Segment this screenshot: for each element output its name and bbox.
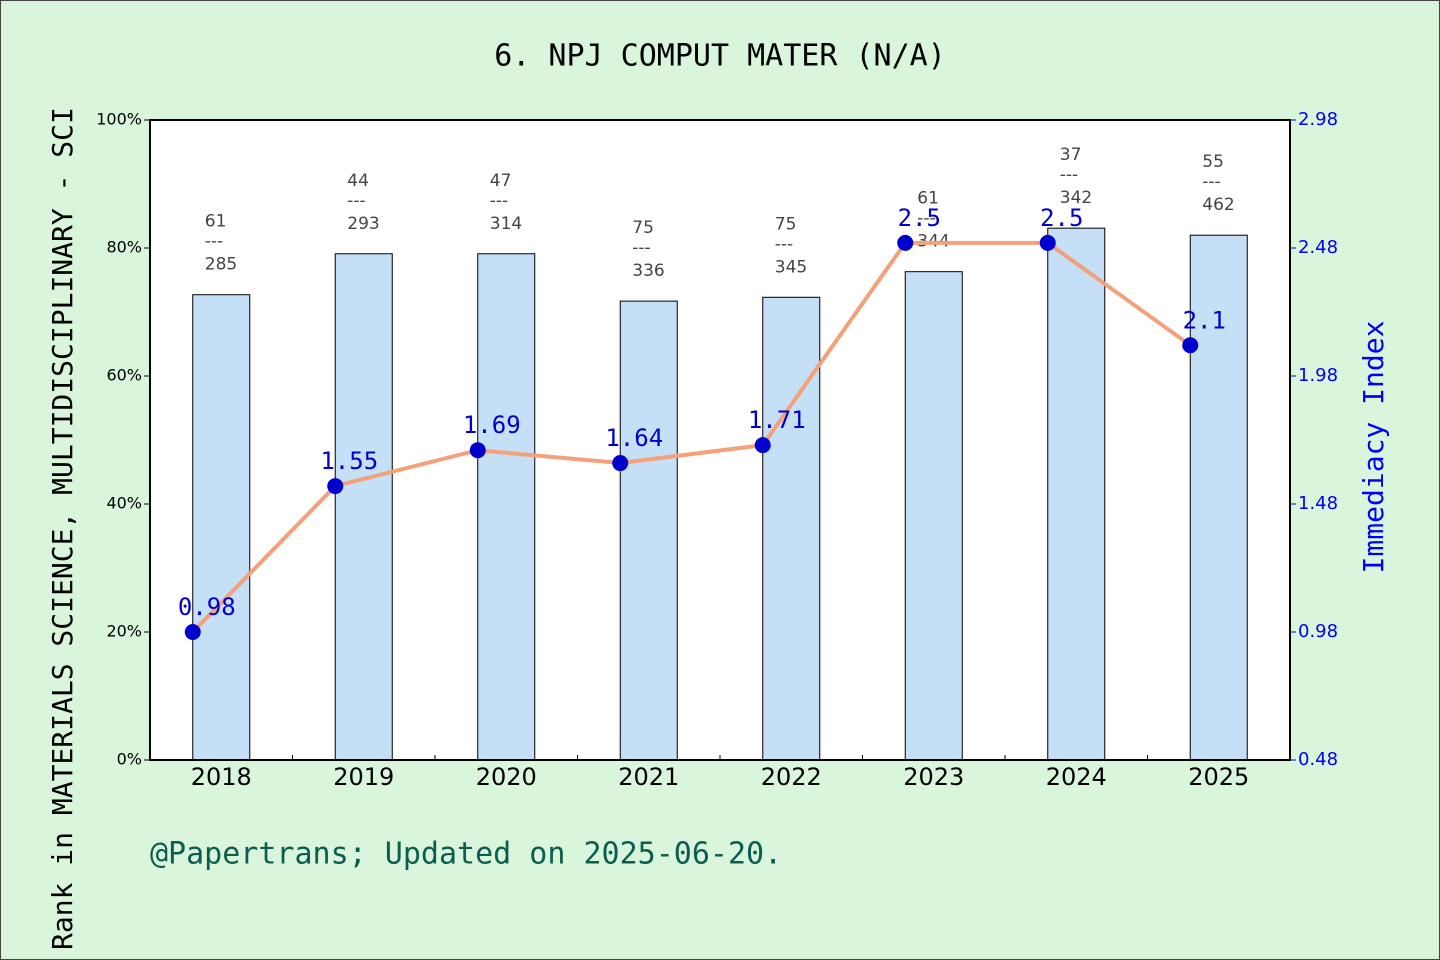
plot-frame <box>149 119 1291 761</box>
value-label: 1.71 <box>748 406 806 434</box>
total-label: 293 <box>347 214 379 234</box>
total-label: 314 <box>490 214 522 234</box>
plot-area <box>150 120 1290 760</box>
line <box>191 240 1192 634</box>
separator: --- <box>917 209 935 229</box>
bar <box>619 300 678 761</box>
line-marker <box>1182 337 1199 354</box>
value-label: 2.5 <box>1040 204 1083 232</box>
x-tick-label: 2021 <box>618 763 679 791</box>
line-marker <box>469 442 486 459</box>
y2-tick-label: 1.48 <box>1298 493 1338 514</box>
bar <box>1047 227 1106 761</box>
line-marker <box>754 437 771 454</box>
y-tick-label: 40% <box>106 494 142 513</box>
bar <box>1189 234 1248 761</box>
rank-label: 75 <box>775 214 797 234</box>
y2-tick-label: 0.98 <box>1298 621 1338 642</box>
rank-label: 61 <box>205 212 227 232</box>
line-marker <box>1039 234 1056 251</box>
bar <box>334 253 393 761</box>
x-tick-label: 2018 <box>191 763 252 791</box>
y-axis-label: Rank in MATERIALS SCIENCE, MULTIDISCIPLI… <box>46 107 79 950</box>
value-label: 1.64 <box>605 424 663 452</box>
y2-tick-label: 1.98 <box>1298 365 1338 386</box>
separator: --- <box>775 234 793 254</box>
rank-label: 61 <box>917 189 939 209</box>
total-label: 462 <box>1202 195 1234 215</box>
line-marker <box>184 624 201 640</box>
value-label: 2.5 <box>898 204 941 232</box>
total-label: 345 <box>775 257 807 277</box>
separator: --- <box>205 232 223 252</box>
y2-axis-label: Immediacy Index <box>1357 321 1390 574</box>
total-label: 285 <box>205 255 237 275</box>
separator: --- <box>490 191 508 211</box>
footer: @Papertrans; Updated on 2025-06-20. <box>150 837 782 872</box>
y-tick-label: 60% <box>106 366 142 385</box>
chart-title: 6. NPJ COMPUT MATER (N/A) <box>494 39 946 74</box>
value-label: 1.55 <box>320 447 378 475</box>
x-tick-label: 2025 <box>1188 763 1249 791</box>
total-label: 336 <box>632 261 664 281</box>
x-tick-label: 2020 <box>476 763 537 791</box>
x-tick-label: 2023 <box>903 763 964 791</box>
line-marker <box>612 455 629 472</box>
y-tick-label: 0% <box>117 750 142 769</box>
y2-tick-label: 2.98 <box>1298 109 1338 130</box>
bar <box>762 296 821 761</box>
line-marker <box>897 234 914 251</box>
total-label: 342 <box>1060 188 1092 208</box>
y-tick-label: 20% <box>106 622 142 641</box>
rank-label: 47 <box>490 171 512 191</box>
y2-tick-label: 2.48 <box>1298 237 1338 258</box>
separator: --- <box>1202 172 1220 192</box>
value-label: 0.98 <box>178 593 236 621</box>
separator: --- <box>347 191 365 211</box>
bar <box>192 294 251 761</box>
plot: 0% 20% 40% 60% 80% 100% 0.48 0.98 1.48 1.98 2.48 2.… <box>96 109 1338 791</box>
x-tick-label: 2022 <box>761 763 822 791</box>
rank-label: 75 <box>632 218 654 238</box>
value-label: 2.1 <box>1183 306 1226 334</box>
y2-tick-label: 0.48 <box>1298 749 1338 770</box>
value-label: 1.69 <box>463 411 521 439</box>
rank-label: 44 <box>347 171 369 191</box>
rank-label: 37 <box>1060 145 1082 165</box>
bar <box>904 271 963 761</box>
x-tick-label: 2024 <box>1046 763 1107 791</box>
separator: --- <box>1060 165 1078 185</box>
line-marker <box>327 478 344 495</box>
separator: --- <box>632 238 650 258</box>
x-tick-label: 2019 <box>333 763 394 791</box>
y-tick-label: 100% <box>96 110 142 129</box>
y-tick-label: 80% <box>106 238 142 257</box>
rank-label: 55 <box>1202 152 1224 172</box>
bar <box>477 253 536 761</box>
